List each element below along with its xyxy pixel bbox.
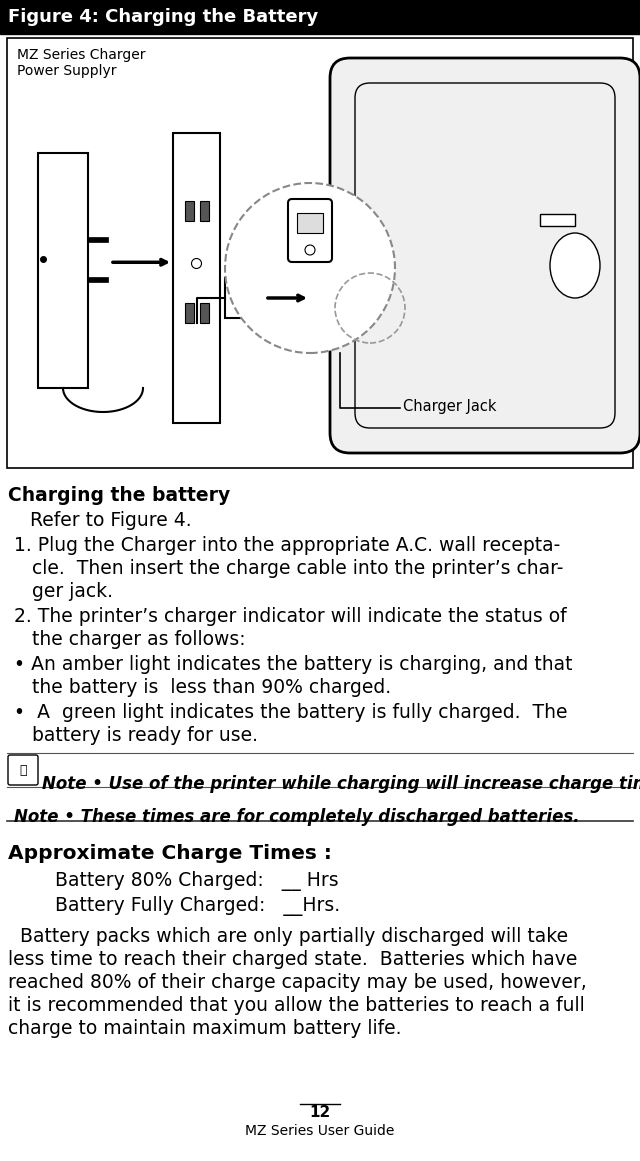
Text: charge to maintain maximum battery life.: charge to maintain maximum battery life. bbox=[8, 1019, 401, 1038]
Bar bbox=[540, 214, 575, 225]
Text: Charging the battery: Charging the battery bbox=[8, 486, 230, 505]
Bar bbox=[38, 153, 88, 388]
Bar bbox=[0, 0, 640, 34]
Circle shape bbox=[225, 183, 395, 353]
Bar bbox=[184, 201, 193, 222]
Bar bbox=[184, 303, 193, 323]
Text: Note • Use of the printer while charging will increase charge times.: Note • Use of the printer while charging… bbox=[42, 776, 640, 793]
Text: Battery Fully Charged:   __Hrs.: Battery Fully Charged: __Hrs. bbox=[55, 896, 340, 916]
Text: 2. The printer’s charger indicator will indicate the status of: 2. The printer’s charger indicator will … bbox=[14, 607, 566, 626]
Bar bbox=[200, 303, 209, 323]
Text: it is recommended that you allow the batteries to reach a full: it is recommended that you allow the bat… bbox=[8, 996, 585, 1015]
Circle shape bbox=[305, 245, 315, 255]
Bar bbox=[297, 212, 323, 233]
Text: MZ Series Charger
Power Supplyr: MZ Series Charger Power Supplyr bbox=[17, 48, 145, 78]
Bar bbox=[225, 277, 265, 318]
Text: less time to reach their charged state.  Batteries which have: less time to reach their charged state. … bbox=[8, 950, 577, 969]
Text: Battery 80% Charged:   __ Hrs: Battery 80% Charged: __ Hrs bbox=[55, 871, 339, 890]
Circle shape bbox=[191, 259, 202, 268]
Text: the charger as follows:: the charger as follows: bbox=[14, 630, 246, 649]
FancyBboxPatch shape bbox=[330, 58, 640, 453]
Text: Note • These times are for completely discharged batteries.: Note • These times are for completely di… bbox=[14, 808, 580, 825]
Ellipse shape bbox=[550, 233, 600, 298]
Text: Approximate Charge Times :: Approximate Charge Times : bbox=[8, 844, 332, 863]
Text: battery is ready for use.: battery is ready for use. bbox=[14, 726, 258, 745]
Bar bbox=[88, 237, 108, 243]
Text: Refer to Figure 4.: Refer to Figure 4. bbox=[30, 511, 191, 531]
Text: 1. Plug the Charger into the appropriate A.C. wall recepta-: 1. Plug the Charger into the appropriate… bbox=[14, 536, 560, 555]
Text: MZ Series User Guide: MZ Series User Guide bbox=[245, 1124, 395, 1138]
Text: 12: 12 bbox=[309, 1105, 331, 1120]
FancyBboxPatch shape bbox=[288, 199, 332, 262]
Text: ger jack.: ger jack. bbox=[14, 582, 113, 601]
Bar bbox=[88, 277, 108, 282]
Text: cle.  Then insert the charge cable into the printer’s char-: cle. Then insert the charge cable into t… bbox=[14, 558, 563, 578]
Text: • An amber light indicates the battery is charging, and that: • An amber light indicates the battery i… bbox=[14, 655, 573, 675]
Text: •  A  green light indicates the battery is fully charged.  The: • A green light indicates the battery is… bbox=[14, 704, 568, 722]
Bar bbox=[7, 38, 633, 468]
Text: Figure 4: Charging the Battery: Figure 4: Charging the Battery bbox=[8, 8, 318, 26]
Bar bbox=[173, 134, 220, 423]
Text: 📝: 📝 bbox=[19, 764, 27, 777]
Bar bbox=[200, 201, 209, 222]
Text: reached 80% of their charge capacity may be used, however,: reached 80% of their charge capacity may… bbox=[8, 973, 587, 991]
FancyBboxPatch shape bbox=[8, 755, 38, 785]
Text: Battery packs which are only partially discharged will take: Battery packs which are only partially d… bbox=[8, 926, 568, 946]
Text: the battery is  less than 90% charged.: the battery is less than 90% charged. bbox=[14, 678, 391, 697]
Text: Charger Jack: Charger Jack bbox=[403, 398, 497, 413]
